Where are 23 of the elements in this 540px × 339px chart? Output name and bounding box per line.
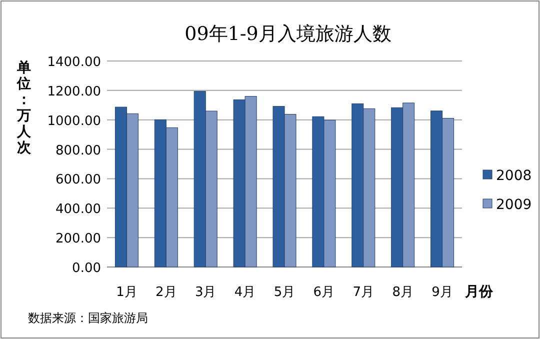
legend-label: 2008	[496, 168, 532, 184]
y-tick-label: 200.00	[56, 232, 101, 247]
x-tick-label: 2月	[156, 285, 177, 300]
y-tick-label: 400.00	[56, 202, 101, 218]
x-tick-label: 8月	[392, 285, 414, 300]
legend-label: 2009	[496, 197, 532, 213]
x-tick-label: 4月	[234, 285, 256, 300]
y-tick-label: 600.00	[56, 172, 101, 188]
x-tick-label: 9月	[432, 285, 453, 300]
chart-title: 09年1-9月入境旅游人数	[184, 23, 392, 45]
x-tick-label: 7月	[352, 285, 374, 300]
x-tick-label: 3月	[194, 285, 216, 300]
x-tick-label: 1月	[116, 285, 138, 300]
y-tick-label: 800.00	[56, 143, 101, 158]
y-tick-label: 1000.00	[47, 114, 101, 129]
y-tick-label: 0.00	[72, 261, 101, 276]
x-tick-label: 5月	[274, 285, 296, 300]
y-axis-title: 单位：万人次	[16, 60, 32, 156]
x-axis-title: 月份	[464, 284, 494, 300]
y-tick-label: 1400.00	[47, 55, 101, 70]
source-note: 数据来源：国家旅游局	[28, 311, 148, 325]
y-tick-label: 1200.00	[47, 84, 101, 100]
x-tick-label: 6月	[313, 285, 335, 300]
